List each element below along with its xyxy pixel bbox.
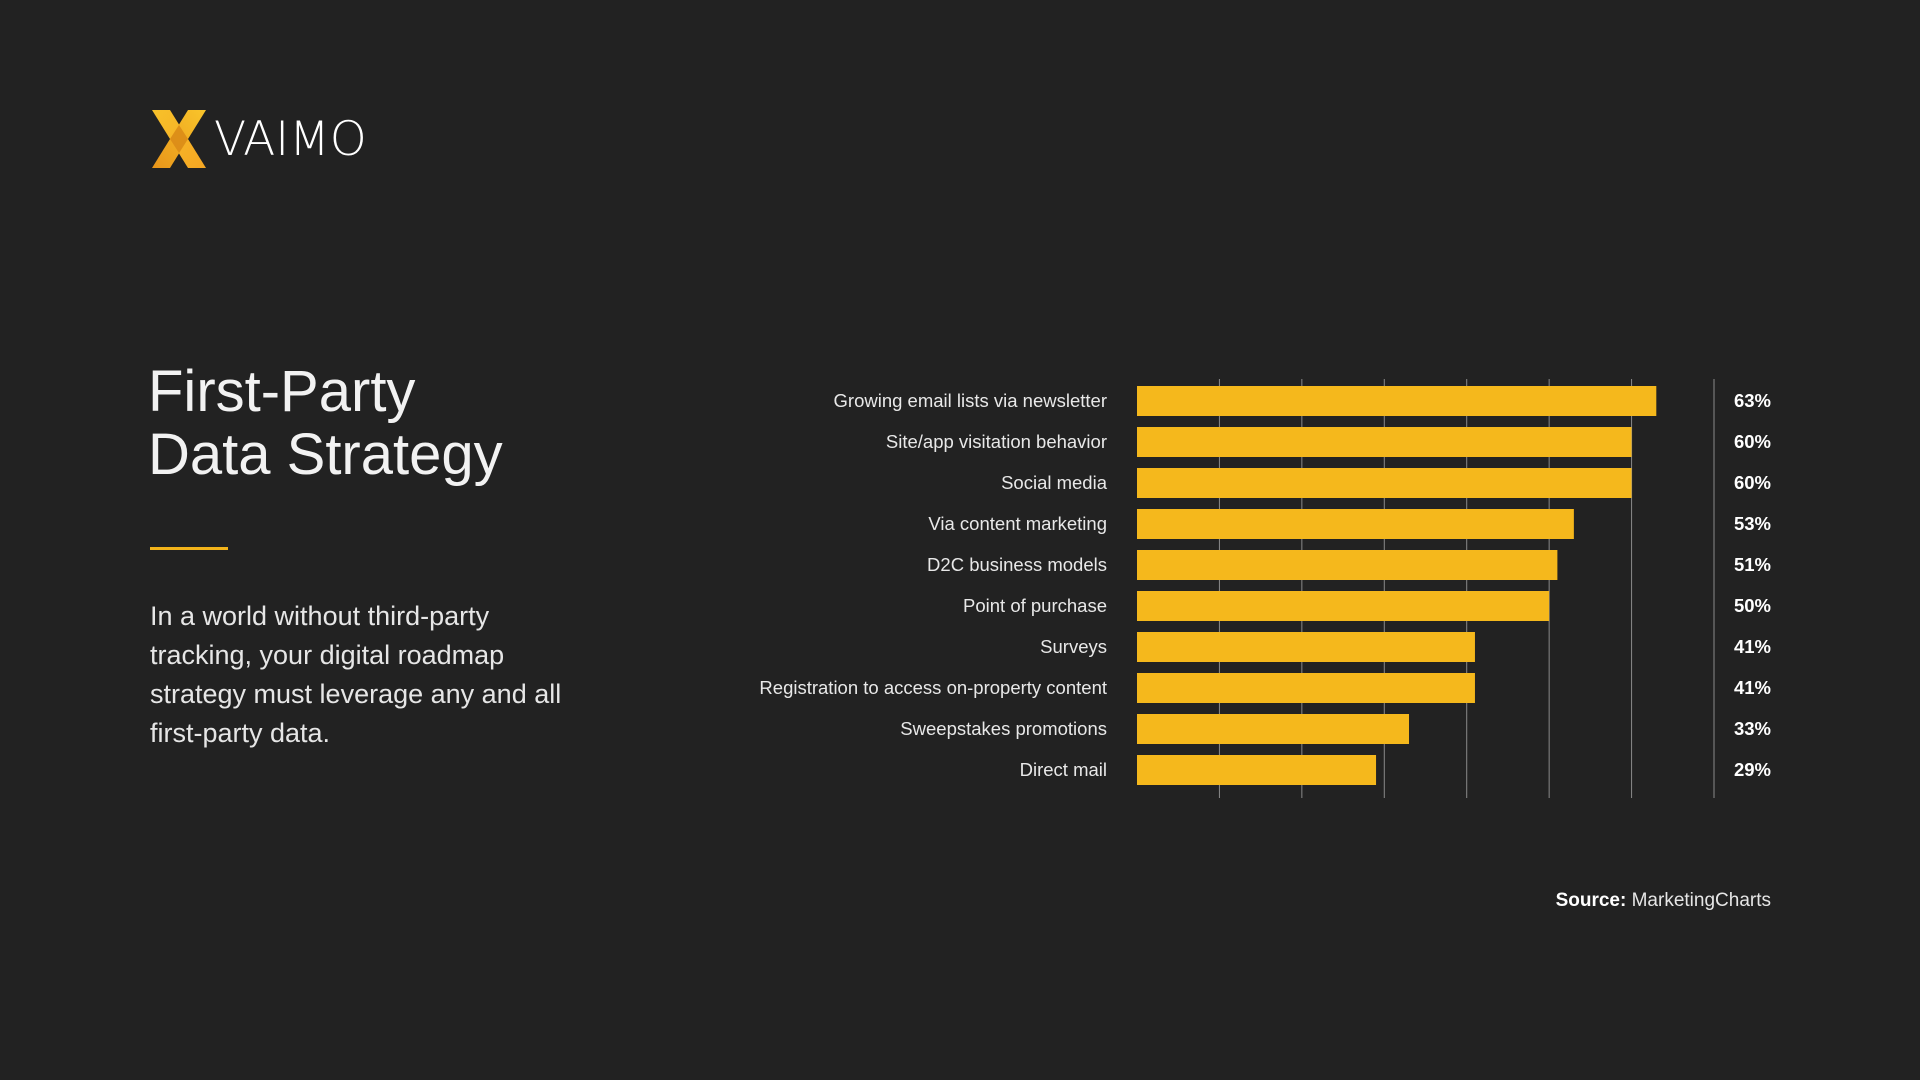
source-value: MarketingCharts [1631,890,1771,911]
description-text: In a world without third-party tracking,… [150,601,562,748]
vaimo-x-logo-icon [152,110,206,168]
bar [1137,632,1475,662]
value-label: 60% [1734,472,1771,493]
category-label: Registration to access on-property conte… [759,677,1107,698]
category-label: Growing email lists via newsletter [834,390,1107,411]
brand-name: VAIMO [214,111,367,167]
source-label: Source: [1555,890,1627,911]
value-label: 50% [1734,595,1771,616]
value-label: 63% [1734,390,1771,411]
bar [1137,509,1574,539]
bar [1137,386,1657,416]
bar [1137,591,1550,621]
value-label: 51% [1734,554,1771,575]
category-label: D2C business models [927,554,1107,575]
bar [1137,714,1410,744]
value-label: 33% [1734,718,1771,739]
title-line-2: Data Strategy [148,422,503,487]
category-label: Via content marketing [928,513,1107,534]
source-note: Source: MarketingCharts [1556,890,1771,912]
bar [1137,427,1632,457]
value-label: 41% [1734,636,1771,657]
page-title: First-Party Data Strategy [148,360,648,486]
bar [1137,673,1475,703]
value-label: 41% [1734,677,1771,698]
title-line-1: First-Party [148,359,416,424]
category-label: Social media [1001,472,1108,493]
category-label: Sweepstakes promotions [900,718,1107,739]
brand-logo: VAIMO [150,108,367,170]
category-label: Surveys [1040,636,1107,657]
bar [1137,468,1632,498]
value-label: 29% [1734,759,1771,780]
value-label: 53% [1734,513,1771,534]
value-label: 60% [1734,431,1771,452]
bar [1137,550,1558,580]
category-label: Site/app visitation behavior [886,431,1107,452]
category-label: Point of purchase [963,595,1107,616]
category-label: Direct mail [1020,759,1107,780]
bar [1137,755,1377,785]
title-accent-divider [150,547,228,550]
